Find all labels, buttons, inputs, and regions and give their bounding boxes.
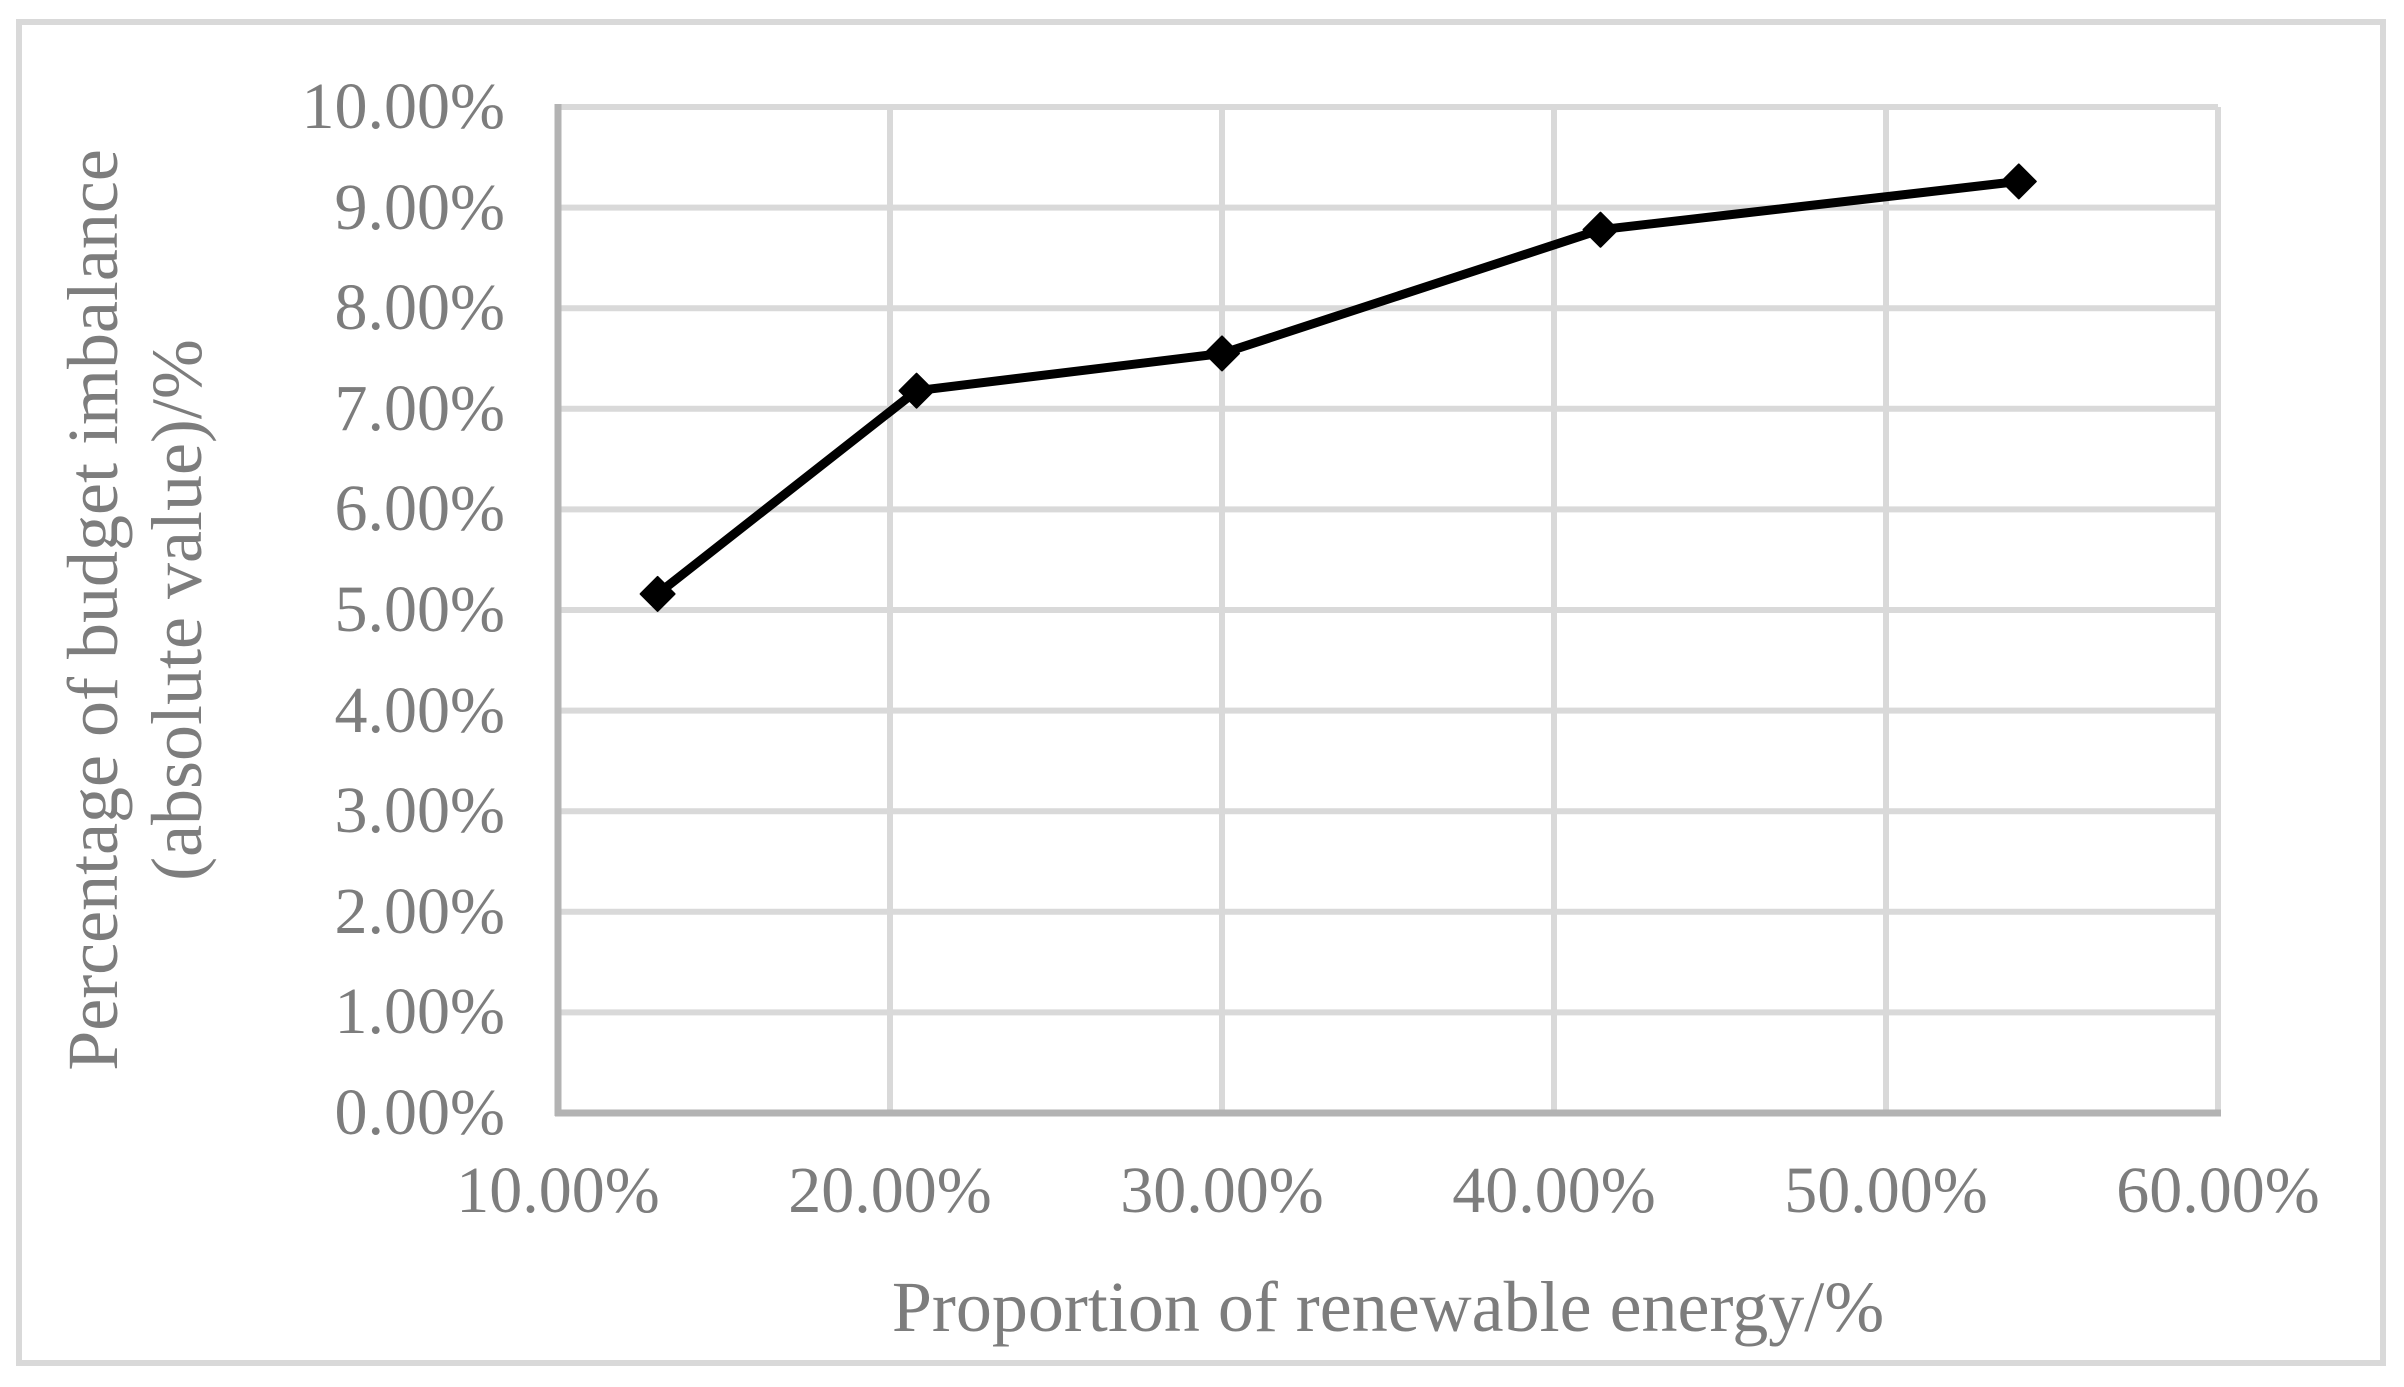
plot-area bbox=[554, 104, 2221, 1117]
horizontal-gridlines bbox=[558, 104, 2218, 1016]
data-point-marker bbox=[1582, 211, 1619, 248]
chart-svg bbox=[554, 104, 2221, 1117]
x-tick-label: 60.00% bbox=[2116, 1154, 2320, 1227]
x-tick-label: 20.00% bbox=[788, 1154, 992, 1227]
y-tick-label: 1.00% bbox=[334, 975, 505, 1049]
axis-lines bbox=[554, 104, 2221, 1117]
x-tick-label: 10.00% bbox=[456, 1154, 660, 1227]
y-tick-label: 9.00% bbox=[334, 170, 505, 244]
y-tick-label: 8.00% bbox=[334, 271, 505, 345]
data-point-marker bbox=[639, 575, 676, 612]
data-point-marker bbox=[1204, 335, 1240, 372]
y-tick-label: 3.00% bbox=[334, 774, 505, 848]
data-point-marker bbox=[898, 372, 935, 409]
x-tick-label: 40.00% bbox=[1452, 1154, 1656, 1227]
y-tick-label: 7.00% bbox=[334, 371, 505, 445]
y-tick-label: 6.00% bbox=[334, 472, 505, 546]
y-tick-label: 2.00% bbox=[334, 874, 505, 948]
vertical-gridlines bbox=[887, 107, 2221, 1113]
y-tick-label: 10.00% bbox=[301, 70, 505, 143]
y-tick-label: 4.00% bbox=[334, 673, 505, 747]
y-tick-label: 0.00% bbox=[334, 1076, 505, 1149]
x-tick-label: 30.00% bbox=[1120, 1154, 1324, 1227]
x-tick-label: 50.00% bbox=[1784, 1154, 1988, 1227]
y-tick-label: 5.00% bbox=[334, 573, 505, 646]
data-series-line bbox=[654, 176, 2020, 598]
data-series bbox=[639, 163, 2037, 612]
x-axis-title: Proportion of renewable energy/% bbox=[891, 1267, 1885, 1347]
data-point-marker bbox=[2000, 163, 2037, 200]
